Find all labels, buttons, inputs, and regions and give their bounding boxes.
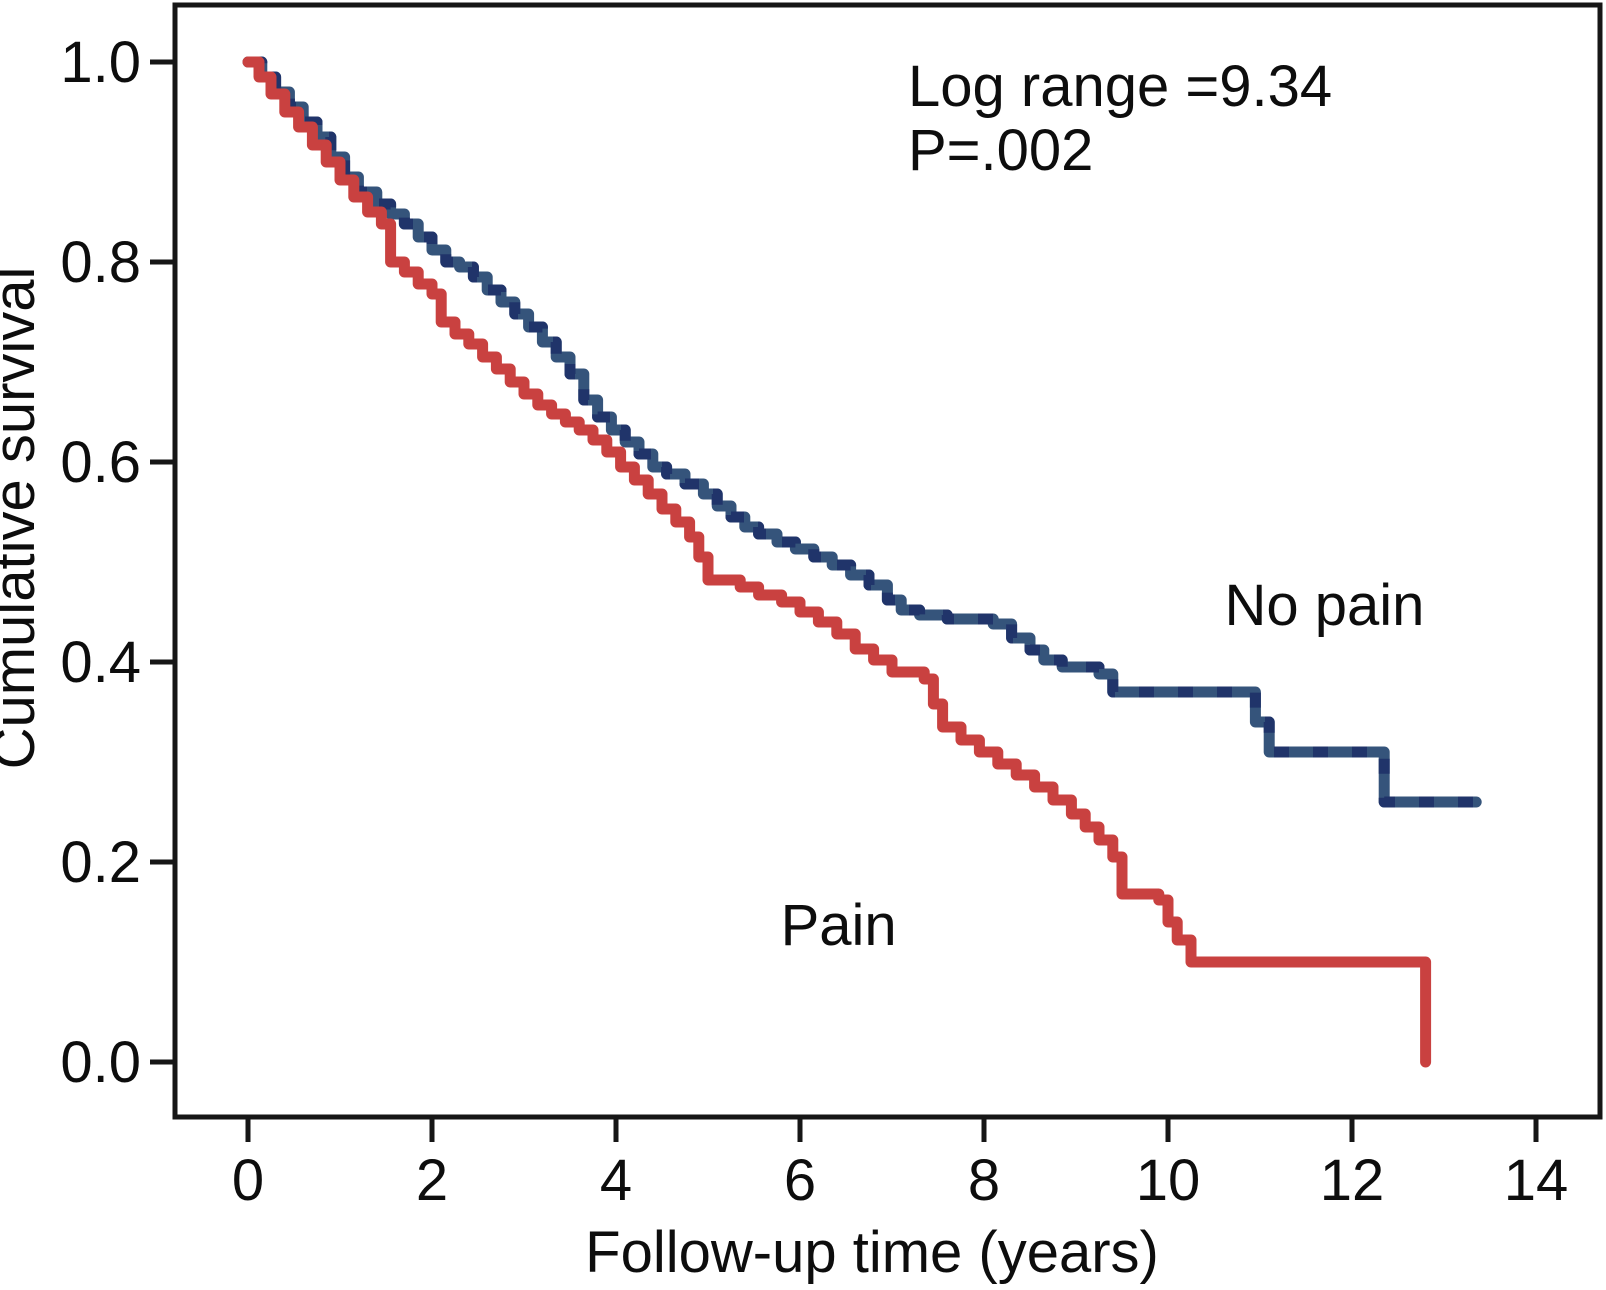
x-tick-label: 8 (968, 1148, 1000, 1213)
no-pain-censor-marks (248, 56, 1477, 808)
y-tick-label: 0.0 (60, 1030, 141, 1095)
y-tick-label: 0.4 (60, 630, 141, 695)
x-tick-label: 6 (784, 1148, 816, 1213)
plot-frame (172, 2, 1603, 1120)
y-tick-label: 0.6 (60, 430, 141, 495)
x-tick-label: 0 (232, 1148, 264, 1213)
y-tick-label: 1.0 (60, 30, 141, 95)
series-label-no-pain: No pain (1224, 573, 1424, 638)
y-axis-title: Cumulative survival (0, 267, 47, 770)
annotation-log-rank: Log range =9.34 (908, 54, 1332, 119)
no-pain-curve (242, 56, 1482, 808)
x-tick-label: 10 (1136, 1148, 1201, 1213)
pain-curve (242, 56, 1432, 1068)
x-axis-title: Follow-up time (years) (585, 1220, 1159, 1285)
x-tick-label: 4 (600, 1148, 632, 1213)
y-tick-label: 0.8 (60, 230, 141, 295)
x-axis-ticks: 0 2 4 6 8 10 12 14 (232, 1117, 1568, 1213)
series-label-pain: Pain (781, 893, 897, 958)
survival-curves (242, 56, 1482, 1068)
annotation-p-value: P=.002 (908, 118, 1093, 183)
y-tick-label: 0.2 (60, 830, 141, 895)
x-tick-label: 2 (416, 1148, 448, 1213)
x-tick-label: 12 (1320, 1148, 1385, 1213)
x-tick-label: 14 (1504, 1148, 1569, 1213)
y-axis-ticks: 1.0 0.8 0.6 0.4 0.2 0.0 (60, 30, 175, 1095)
